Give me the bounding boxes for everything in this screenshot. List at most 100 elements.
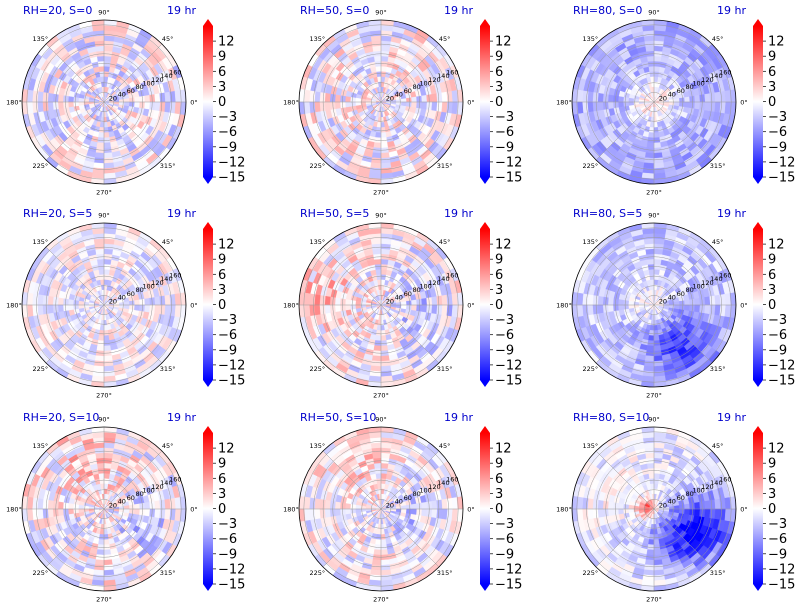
heat-cell [144,94,151,103]
heat-cell [644,45,655,52]
heat-cell [597,101,604,112]
heat-cell [154,101,161,112]
heat-cell [380,20,395,27]
colorbar-tick-label: 0 [495,298,503,313]
heat-cell [42,92,49,103]
heat-cell [592,304,599,315]
colorbar-tick-label: −6 [768,328,787,343]
heat-cell [319,295,326,306]
heat-cell [653,45,664,52]
heat-cell [103,81,108,88]
heat-cell [653,279,659,285]
colorbar-extend-max [480,222,490,229]
heat-cell [103,355,114,362]
r-tick-label: 40 [395,91,403,99]
heat-cell [103,55,112,62]
heat-cell [380,81,385,88]
heat-cell [592,92,599,103]
colorbar-extend-min [203,380,213,387]
heat-cell [47,101,54,112]
colorbar-extend-min [480,177,490,184]
heat-cell [373,142,382,149]
colorbar-tick-label: 12 [495,35,512,50]
colorbar-tick-label: 3 [495,283,503,298]
theta-tick-label: 135° [33,442,49,450]
heat-cell [648,132,655,139]
panel-title: RH=20, S=0 [23,4,92,17]
heat-cell [436,101,443,112]
heat-cell [103,462,112,469]
heat-cell [633,98,640,103]
theta-tick-label: 180° [283,302,299,310]
heat-cell [380,76,386,82]
colorbar-extend-min [753,380,763,387]
heat-cell [648,127,655,133]
colorbar-gradient [203,433,213,584]
r-tick-label: 60 [677,87,685,95]
heat-cell [360,301,367,306]
heat-cell [371,355,382,362]
colorbar-extend-min [480,380,490,387]
colorbar-extend-max [203,426,213,433]
r-tick-label: 160 [169,271,181,279]
heat-cell [679,304,685,311]
heat-cell [653,76,659,82]
heat-cell [98,539,105,546]
heat-cell [159,92,166,103]
theta-tick-label: 90° [375,212,387,220]
heat-cell [103,142,112,149]
heat-cell [649,122,655,128]
colorbar-tick-label: −9 [218,343,237,358]
theta-tick-label: 135° [310,238,326,246]
heat-cell [607,94,614,103]
heat-cell [592,101,599,112]
colorbar-gradient [753,26,763,177]
r-tick-label: 40 [118,498,126,506]
r-tick-label: 80 [686,83,694,91]
heat-cell [373,258,382,265]
colorbar-tick-label: −9 [768,140,787,155]
heat-cell [103,152,114,159]
colorbar-tick-label: −3 [495,110,514,125]
heat-cell [129,508,135,515]
heat-cell [67,96,74,103]
theta-tick-label: 180° [6,99,22,107]
heat-cell [375,335,382,342]
theta-tick-label: 225° [33,162,49,170]
r-tick-label: 40 [118,294,126,302]
colorbar-tick-label: 6 [218,472,226,487]
heat-cell [628,97,634,103]
time-label: 19 hr [167,207,196,220]
colorbar-tick-label: −6 [218,532,237,547]
angular-gridline [653,43,713,103]
heat-cell [421,297,428,306]
heat-cell [103,40,114,47]
heat-cell [94,360,105,367]
theta-tick-label: 315° [160,569,176,577]
heat-cell [103,345,112,352]
colorbar-tick-label: −15 [218,171,245,186]
theta-tick-label: 315° [160,365,176,373]
heat-cell [653,142,662,149]
heat-cell [628,300,634,306]
r-tick-label: 80 [136,83,144,91]
heat-cell [456,101,463,116]
heat-cell [83,301,90,306]
heat-cell [334,101,341,110]
colorbar-tick-label: −9 [495,343,514,358]
heat-cell [103,284,108,291]
heat-cell [47,499,54,510]
heat-cell [94,243,105,250]
heat-cell [653,65,660,72]
theta-tick-label: 135° [583,238,599,246]
heat-cell [94,45,105,52]
heat-cell [377,319,382,326]
heat-cell [124,304,130,310]
heat-cell [103,71,110,77]
heat-cell [134,304,141,311]
colorbar-tick-label: 3 [218,487,226,502]
theta-tick-label: 270° [96,392,112,400]
heat-cell [94,452,105,459]
heat-cell [401,101,407,107]
